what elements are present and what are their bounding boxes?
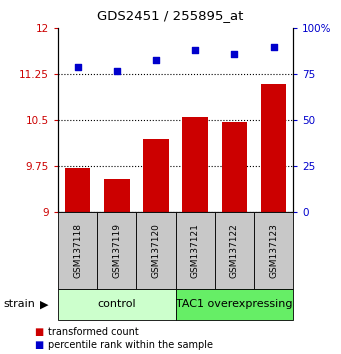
Text: GSM137120: GSM137120 [151,223,161,278]
Text: GSM137123: GSM137123 [269,223,278,278]
Point [192,47,198,53]
Text: transformed count: transformed count [48,327,138,337]
Text: control: control [98,299,136,309]
Bar [65,168,90,212]
Bar [58,212,97,289]
Text: ▶: ▶ [40,299,48,309]
Text: GSM137118: GSM137118 [73,223,82,278]
Text: GSM137121: GSM137121 [191,223,200,278]
Bar [136,212,176,289]
Point [153,57,159,62]
Text: ■: ■ [34,327,43,337]
Text: TAC1 overexpressing: TAC1 overexpressing [176,299,293,309]
Text: GSM137119: GSM137119 [112,223,121,278]
Bar [176,289,293,320]
Bar [215,212,254,289]
Bar [254,212,293,289]
Text: GSM137122: GSM137122 [230,223,239,278]
Point [114,68,119,74]
Point [271,44,276,50]
Text: ■: ■ [34,340,43,350]
Bar [176,212,215,289]
Text: GDS2451 / 255895_at: GDS2451 / 255895_at [97,9,244,22]
Bar [261,84,286,212]
Bar [143,139,169,212]
Point [232,51,237,57]
Bar [222,121,247,212]
Text: percentile rank within the sample: percentile rank within the sample [48,340,213,350]
Point [75,64,80,70]
Text: strain: strain [3,299,35,309]
Bar [58,289,176,320]
Bar [97,212,136,289]
Bar [182,117,208,212]
Bar [104,179,130,212]
